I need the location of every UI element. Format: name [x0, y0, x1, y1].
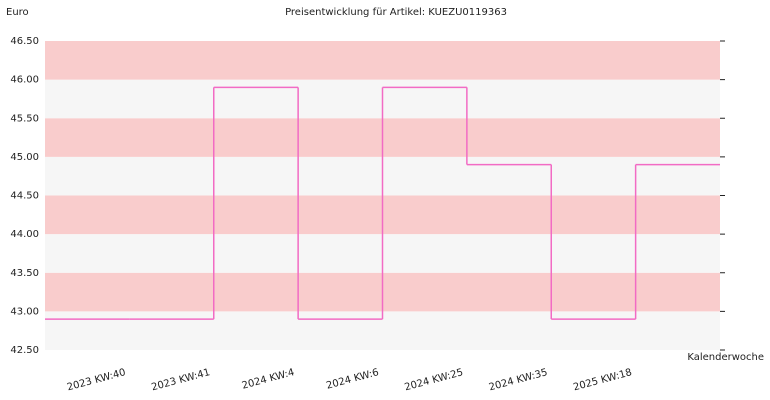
band — [45, 41, 720, 80]
y-tick-label: 45.00 — [10, 152, 39, 163]
x-tick-label: 2023 KW:40 — [66, 367, 127, 393]
y-tick-label: 44.00 — [10, 229, 39, 240]
x-tick-label: 2023 KW:41 — [150, 367, 211, 393]
x-tick-label: 2024 KW:35 — [488, 367, 549, 393]
y-tick-label: 43.50 — [10, 268, 39, 279]
x-axis-label: Kalenderwoche — [687, 352, 764, 363]
y-tick-label: 43.00 — [10, 306, 39, 317]
y-axis-label: Euro — [6, 7, 29, 18]
x-tick-label: 2024 KW:6 — [325, 367, 380, 392]
y-tick-label: 46.00 — [10, 75, 39, 86]
x-tick-label: 2024 KW:25 — [403, 367, 464, 393]
x-tick-label: 2024 KW:4 — [241, 367, 296, 392]
x-tick-label: 2025 KW:18 — [572, 367, 633, 393]
y-tick-label: 42.50 — [10, 345, 39, 356]
y-tick-label: 44.50 — [10, 191, 39, 202]
y-tick-label: 46.50 — [10, 36, 39, 47]
y-tick-label: 45.50 — [10, 113, 39, 124]
chart-title: Preisentwicklung für Artikel: KUEZU01193… — [285, 7, 507, 18]
